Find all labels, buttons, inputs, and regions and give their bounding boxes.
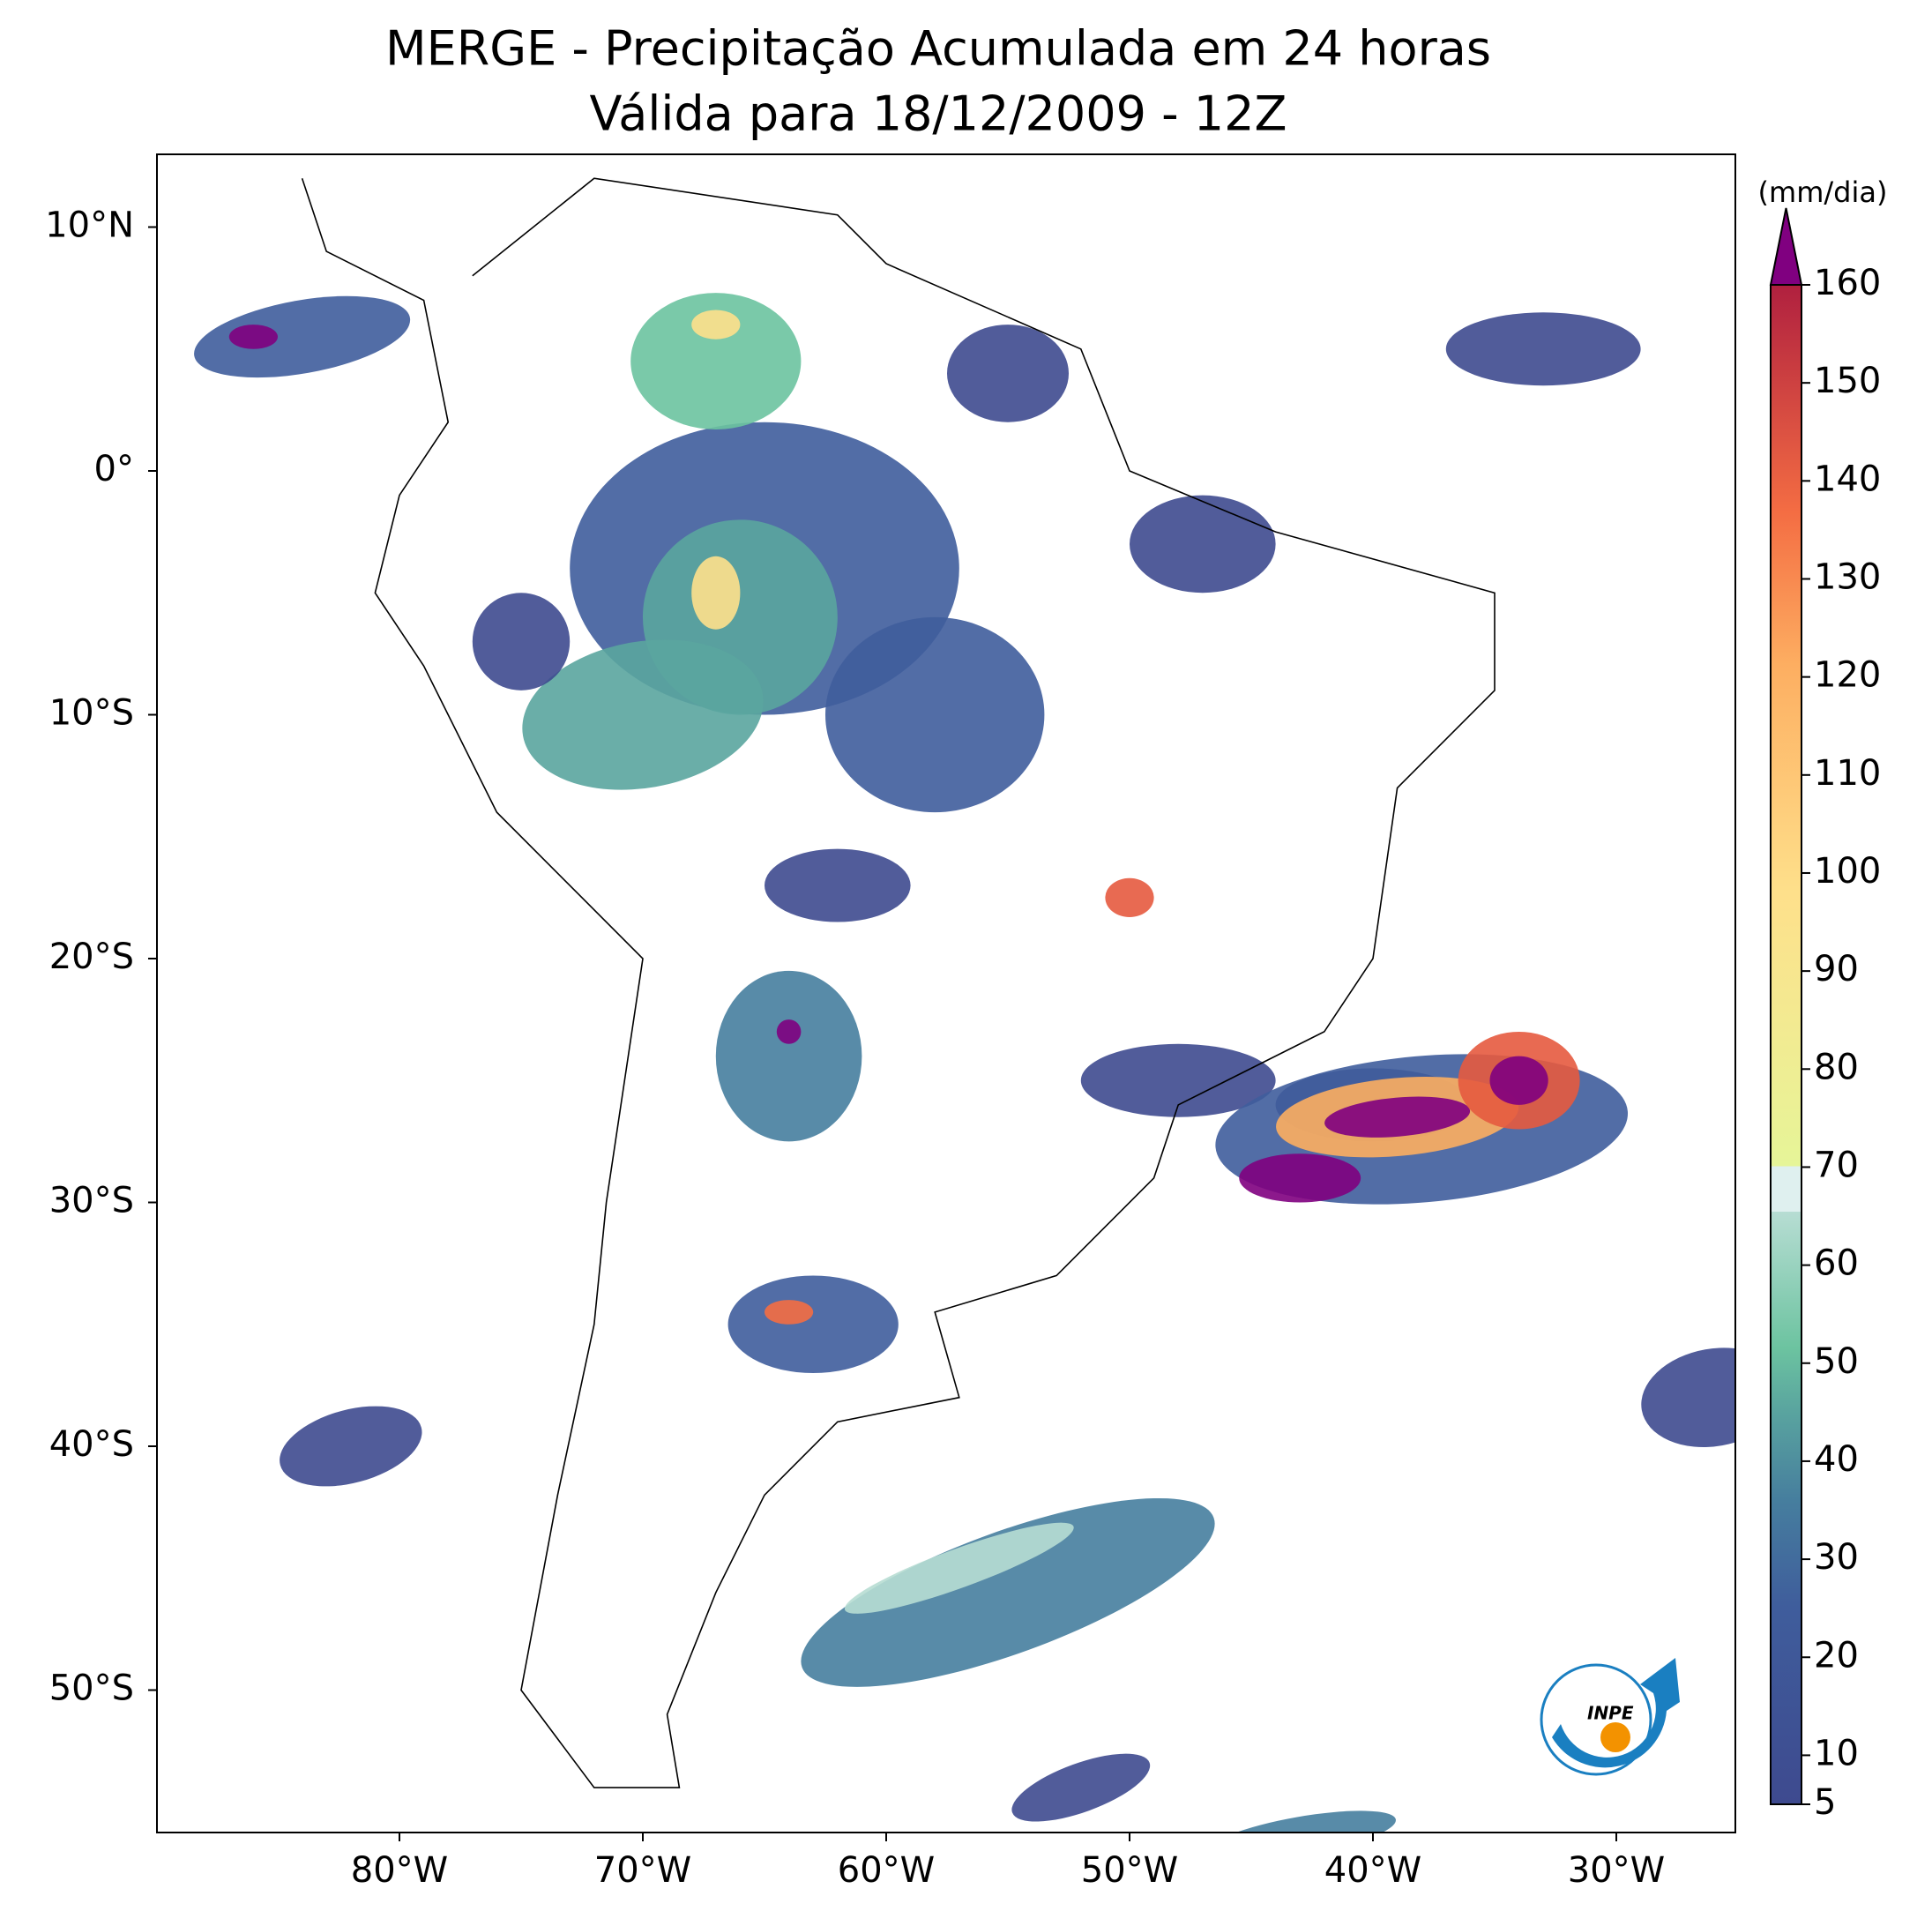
precip-area xyxy=(1324,1096,1471,1138)
colorbar-tick-label: 60 xyxy=(1814,1243,1859,1284)
y-tick-label: 50°S xyxy=(49,1668,134,1709)
colorbar-tick-label: 90 xyxy=(1814,949,1859,989)
precip-area xyxy=(630,293,802,429)
colorbar: (mm/dia) 5 10 20 30 40 50 60 70 80 90 100 110 120 130… xyxy=(1758,175,1888,1823)
precip-area xyxy=(844,1522,1074,1614)
colorbar-tick-label: 20 xyxy=(1814,1635,1859,1676)
colorbar-tick-label: 30 xyxy=(1814,1537,1859,1578)
precip-area xyxy=(1641,1347,1735,1448)
map-frame xyxy=(156,153,1736,1833)
colorbar-tick-label: 140 xyxy=(1814,459,1881,499)
precip-area xyxy=(1130,495,1276,593)
colorbar-tick-label: 150 xyxy=(1814,361,1881,401)
colorbar-tick-label: 10 xyxy=(1814,1733,1859,1773)
colorbar-tick-label: 110 xyxy=(1814,753,1881,794)
coastline xyxy=(301,177,1496,1788)
precip-area xyxy=(280,1406,422,1487)
precip-area xyxy=(1080,1043,1276,1117)
y-tick-label: 10°S xyxy=(49,693,134,734)
colorbar-extend xyxy=(1769,207,1803,286)
precip-area xyxy=(715,970,862,1142)
svg-text:INPE: INPE xyxy=(1587,1703,1634,1724)
precip-area xyxy=(472,593,571,690)
colorbar-tick-label: 40 xyxy=(1814,1439,1859,1480)
colorbar-tick-label: 80 xyxy=(1814,1047,1859,1087)
precip-area xyxy=(1489,1056,1548,1105)
precip-area xyxy=(727,1275,899,1374)
colorbar-tick-label: 5 xyxy=(1814,1782,1836,1823)
colorbar-tick-label: 70 xyxy=(1814,1145,1859,1185)
y-tick-label: 30°S xyxy=(49,1181,134,1221)
precip-area xyxy=(947,325,1069,422)
subtitle: Válida para 18/12/2009 - 12Z xyxy=(590,86,1287,142)
precip-area xyxy=(1011,1753,1151,1822)
y-tick-label: 20°S xyxy=(49,937,134,977)
colorbar-tick-label: 100 xyxy=(1814,851,1881,892)
colorbar-bar xyxy=(1770,284,1802,1805)
x-tick-label: 60°W xyxy=(838,1850,935,1891)
precip-area xyxy=(194,295,411,378)
colorbar-tick-label: 160 xyxy=(1814,263,1881,303)
precip-area xyxy=(228,325,278,349)
y-tick-label: 40°S xyxy=(49,1424,134,1465)
title: MERGE - Precipitação Acumulada em 24 hor… xyxy=(385,21,1491,77)
x-tick-label: 50°W xyxy=(1081,1850,1178,1891)
precip-area xyxy=(824,616,1045,813)
colorbar-tick-label: 50 xyxy=(1814,1341,1859,1382)
precip-area xyxy=(801,1497,1215,1687)
precip-area xyxy=(776,1019,802,1044)
colorbar-tick-label: 120 xyxy=(1814,655,1881,696)
x-tick-label: 40°W xyxy=(1324,1850,1421,1891)
inpe-logo: INPE xyxy=(1540,1658,1680,1776)
precip-area xyxy=(1105,877,1154,917)
precip-area xyxy=(1204,1810,1396,1833)
y-tick-label: 10°N xyxy=(45,205,134,246)
precip-area xyxy=(691,556,741,630)
x-tick-label: 30°W xyxy=(1568,1850,1665,1891)
x-tick-label: 70°W xyxy=(594,1850,691,1891)
precip-area xyxy=(1239,1153,1361,1203)
y-tick-label: 0° xyxy=(94,449,134,489)
x-tick-label: 80°W xyxy=(351,1850,448,1891)
precip-area xyxy=(765,1300,814,1325)
map-area xyxy=(194,177,1735,1833)
precip-area xyxy=(522,639,764,790)
colorbar-label: (mm/dia) xyxy=(1758,175,1888,209)
colorbar-tick-label: 130 xyxy=(1814,556,1881,597)
precip-area xyxy=(691,310,741,340)
precip-area xyxy=(765,848,911,922)
precip-area xyxy=(1445,312,1641,386)
